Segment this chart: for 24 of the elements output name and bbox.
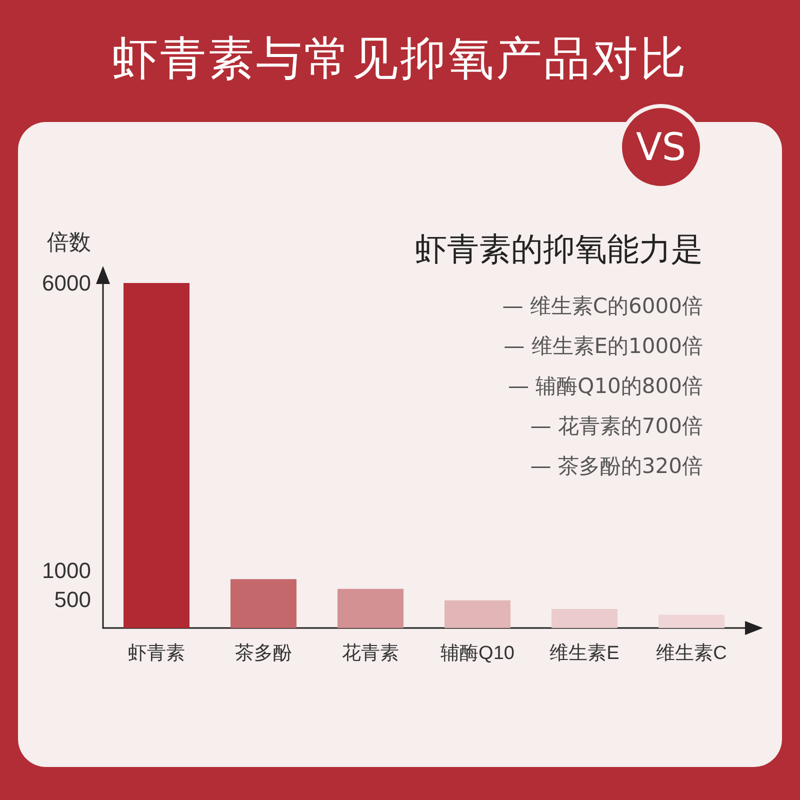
y-tick-label: 1000 — [42, 558, 91, 583]
bar — [338, 588, 404, 628]
bar — [444, 600, 510, 628]
x-tick-label: 花青素 — [342, 643, 399, 664]
y-tick-label: 500 — [54, 586, 91, 612]
chart-title: 虾青素与常见抑氧产品对比 — [111, 30, 689, 87]
annotation: — 辅酶Q10的800倍 — [506, 373, 703, 400]
x-tick-label: 维生素E — [550, 642, 620, 664]
y-tick-label: 6000 — [42, 270, 91, 296]
text: VS — [618, 104, 704, 190]
x-tick-label: 辅酶Q10 — [440, 643, 514, 664]
bar — [230, 579, 296, 628]
x-tick-label: 茶多酚 — [235, 643, 292, 664]
annotation: — 花青素的700倍 — [529, 413, 703, 440]
bar — [552, 609, 618, 628]
annotation: — 维生素C的6000倍 — [501, 293, 703, 320]
annotation: — 茶多酚的320倍 — [529, 453, 703, 480]
x-tick-label: 虾青素 — [128, 643, 185, 664]
bar — [124, 283, 190, 628]
x-tick-label: 维生素C — [656, 642, 727, 664]
bar — [658, 614, 724, 628]
annotation: — 维生素E的1000倍 — [502, 333, 703, 360]
y-axis-title: 倍数 — [47, 230, 91, 254]
text: 虾青素的抑氧能力是 — [415, 229, 703, 270]
